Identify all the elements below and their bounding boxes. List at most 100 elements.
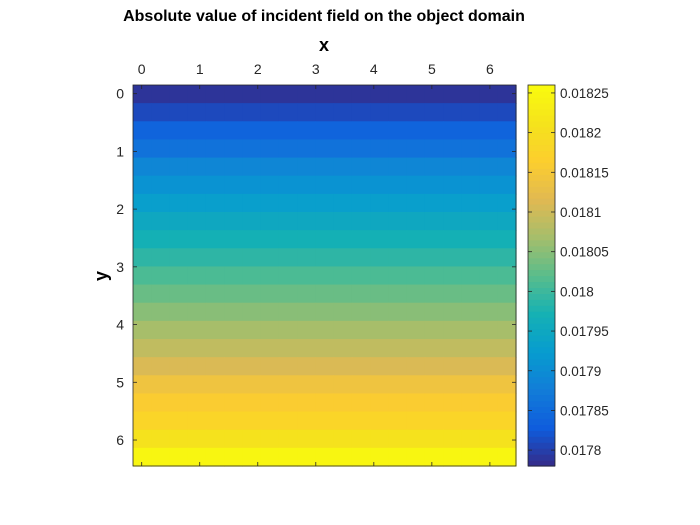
heatmap-cell (443, 302, 462, 322)
heatmap-cell (497, 411, 517, 431)
heatmap-cell (479, 357, 499, 376)
heatmap-cell (242, 103, 262, 122)
heatmap-cell (370, 85, 389, 104)
heatmap-cell (260, 103, 280, 122)
heatmap-cell (351, 320, 371, 340)
heatmap-cell (187, 139, 207, 159)
heatmap-cell (187, 85, 207, 104)
colorbar-segment (528, 460, 555, 467)
heatmap-cell (278, 339, 298, 358)
heatmap-cell (424, 139, 444, 159)
colorbar-segment (528, 138, 555, 146)
colorbar-segment (528, 329, 555, 336)
heatmap-cell (297, 393, 316, 413)
colorbar-segment (528, 335, 555, 342)
heatmap-cell (370, 375, 389, 395)
heatmap-cell (479, 339, 499, 358)
heatmap-cell (278, 248, 298, 268)
heatmap-cell (260, 266, 280, 286)
heatmap-cell (370, 266, 389, 286)
heatmap-cell (278, 85, 298, 104)
heatmap-cell (388, 121, 408, 141)
heatmap-cell (315, 266, 335, 286)
heatmap-cell (242, 357, 262, 376)
heatmap-cell (333, 339, 353, 358)
heatmap-cell (443, 230, 462, 249)
heatmap-cell (388, 393, 408, 413)
colorbar-segment (528, 436, 555, 443)
heatmap-cell (169, 447, 189, 467)
heatmap-cell (370, 193, 389, 213)
heatmap-cell (151, 411, 171, 431)
heatmap-cell (278, 375, 298, 395)
colorbar-segment (528, 299, 555, 306)
heatmap-cell (260, 447, 280, 467)
heatmap-cell (242, 139, 262, 159)
heatmap-cell (297, 447, 316, 467)
heatmap-cell (260, 248, 280, 268)
heatmap-cell (406, 302, 426, 322)
heatmap-cell (242, 212, 262, 231)
colorbar-tick-label: 0.0178 (560, 443, 601, 458)
heatmap-cell (406, 339, 426, 358)
heatmap-cell (497, 266, 517, 286)
heatmap-cell (187, 212, 207, 231)
heatmap-cell (169, 139, 189, 159)
colorbar-segment (528, 239, 555, 247)
colorbar-segment (528, 376, 555, 384)
heatmap-cell (278, 157, 298, 177)
x-tick-label: 5 (428, 61, 436, 77)
heatmap-cell (461, 357, 481, 376)
heatmap-cell (205, 230, 225, 249)
heatmap-cell (151, 248, 171, 268)
heatmap-cell (224, 85, 244, 104)
heatmap-cell (242, 157, 262, 177)
colorbar-segment (528, 204, 555, 211)
heatmap-cell (169, 393, 189, 413)
heatmap-cell (333, 302, 353, 322)
heatmap-cell (443, 375, 462, 395)
heatmap-cell (133, 429, 152, 449)
colorbar-segment (528, 281, 555, 288)
x-tick-label: 0 (138, 61, 146, 77)
heatmap-cell (370, 157, 389, 177)
colorbar-segment (528, 275, 555, 283)
heatmap-cell (443, 139, 462, 159)
colorbar-segment (528, 102, 555, 110)
heatmap-cell (224, 302, 244, 322)
heatmap-cell (479, 85, 499, 104)
colorbar-segment (528, 370, 555, 378)
heatmap-cell (406, 139, 426, 159)
colorbar-segment (528, 120, 555, 128)
heatmap-cell (406, 284, 426, 304)
heatmap-cell (169, 157, 189, 177)
heatmap-cell (333, 248, 353, 268)
colorbar-segment (528, 245, 555, 253)
x-tick-label: 3 (312, 61, 320, 77)
y-axis-label: y (91, 271, 111, 281)
heatmap-cell (169, 230, 189, 249)
heatmap-cell (133, 320, 152, 340)
heatmap-cell (224, 193, 244, 213)
heatmap-cell (370, 393, 389, 413)
colorbar-segment (528, 430, 555, 437)
colorbar-segment (528, 424, 555, 431)
heatmap-cell (278, 266, 298, 286)
heatmap-cell (151, 103, 171, 122)
heatmap-cell (443, 447, 462, 467)
colorbar-segment (528, 126, 555, 134)
heatmap-cell (351, 375, 371, 395)
heatmap-cell (351, 139, 371, 159)
colorbar-segment (528, 192, 555, 199)
heatmap-cell (242, 230, 262, 249)
heatmap-cell (333, 193, 353, 213)
heatmap-cell (169, 193, 189, 213)
heatmap-cell (187, 121, 207, 141)
heatmap-cell (278, 320, 298, 340)
colorbar-segment (528, 114, 555, 122)
heatmap-cell (242, 447, 262, 467)
colorbar-segment (528, 108, 555, 116)
heatmap-cell (205, 357, 225, 376)
heatmap-cell (370, 103, 389, 122)
heatmap-cell (461, 284, 481, 304)
